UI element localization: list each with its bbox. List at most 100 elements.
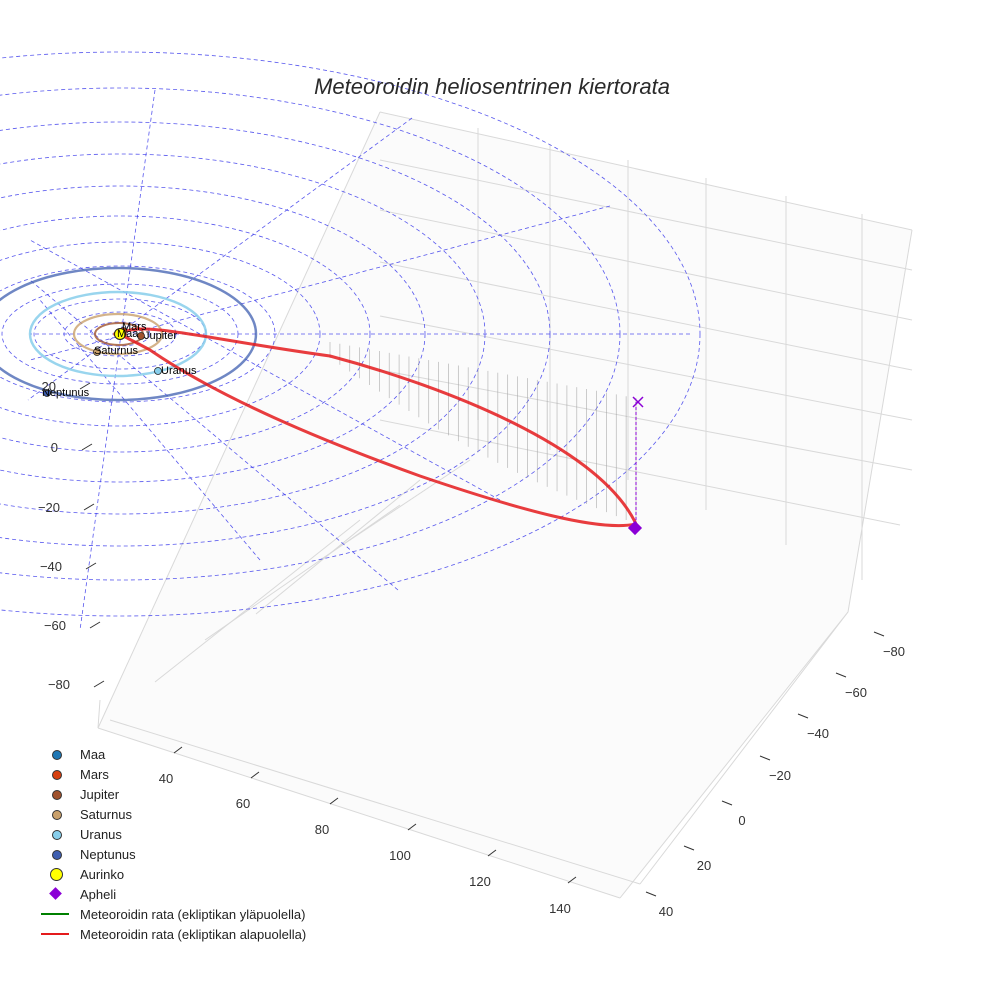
x-tick-label: 120 [469,874,491,889]
legend-item: Meteoroidin rata (ekliptikan alapuolella… [38,924,306,944]
legend-item: Apheli [38,884,306,904]
y-tick-mark [797,713,809,719]
meteoroid-orbit-line [118,327,638,528]
y-tick-mark [873,631,885,637]
legend-symbol [38,784,74,804]
legend-dot-icon [52,790,62,800]
z-tick-mark [81,443,93,451]
planet-saturnus [93,348,101,356]
x-tick-label: 60 [236,796,250,811]
ecliptic-ring [0,185,426,483]
legend-label: Uranus [80,826,122,842]
legend-item: Neptunus [38,844,306,864]
y-tick-mark [721,800,733,806]
ecliptic-ring [1,283,239,385]
legend-dot-icon [52,850,62,860]
legend-item: Mars [38,764,306,784]
grid-line [379,419,901,526]
frame-edge [97,111,381,729]
legend-item: Aurinko [38,864,306,884]
legend-label: Meteoroidin rata (ekliptikan alapuolella… [80,926,307,942]
y-tick-label: −60 [845,685,867,700]
x-tick-label: 140 [549,901,571,916]
z-tick-label: −60 [44,618,66,633]
y-tick-label: −20 [769,768,791,783]
legend-symbol [38,744,74,764]
z-tick-mark [93,680,105,688]
grid-line [109,719,641,885]
planet-label-uranus: Uranus [161,365,197,377]
planet-orbits [0,266,258,402]
z-tick-label: −80 [48,677,70,692]
legend-line-icon [41,933,69,935]
legend-symbol [38,884,74,904]
y-tick-label: −80 [883,644,905,659]
x-tick-label: 40 [159,771,173,786]
ecliptic-ray [29,239,501,501]
neptune-orbit [0,266,258,402]
legend: Maa Mars Jupiter Saturnus Uranus Neptunus Auri… [38,744,306,944]
legend-label: Apheli [80,886,117,902]
planet-label-maa: Maa [117,328,139,340]
y-tick-label: 20 [697,858,711,873]
chart-title: Meteoroidin heliosentrinen kiertorata [314,74,670,99]
x-tick-label: 80 [315,822,329,837]
x-tick-mark [250,771,260,779]
frame-edge [619,611,849,899]
z-tick-label: −40 [40,559,62,574]
grid-line [639,611,849,885]
frame-edge [379,111,913,231]
y-tick-label: −40 [807,726,829,741]
x-tick-mark [487,849,497,857]
grid-line [319,459,471,561]
legend-symbol [38,864,74,884]
z-tick-mark [89,621,101,629]
grid-line [255,479,421,615]
grid-line [154,519,361,683]
legend-symbol [38,844,74,864]
legend-item: Uranus [38,824,306,844]
y-tick-label: 0 [738,813,745,828]
z-tick-mark [83,503,95,511]
sun-marker [114,328,126,340]
legend-dot-icon [52,750,62,760]
legend-symbol [38,924,74,944]
axis-panes [98,112,912,898]
planet-label-neptunus: Neptunus [42,387,90,399]
x-tick-mark [329,797,339,805]
z-tick-label: −20 [38,500,60,515]
z-tick-mark [79,382,91,390]
planet-label-mars: Mars [122,321,147,333]
legend-dot-icon [52,770,62,780]
planet-neptunus [43,389,51,397]
y-tick-mark [645,891,657,897]
legend-symbol [38,904,74,924]
legend-item: Meteoroidin rata (ekliptikan yläpuolella… [38,904,306,924]
legend-item: Saturnus [38,804,306,824]
ecliptic-ring [0,51,701,617]
y-tick-mark [759,755,771,761]
y-tick-mark [835,672,847,678]
legend-symbol [38,764,74,784]
legend-label: Saturnus [80,806,133,822]
planet-label-jupiter: Jupiter [144,330,177,342]
legend-diamond-icon [49,887,62,900]
uranus-orbit [28,290,208,378]
ecliptic-grid [0,51,701,631]
z-tick-label: 0 [51,440,58,455]
frame-edge [97,699,101,729]
legend-label: Maa [80,746,106,762]
grid-line [379,315,913,421]
x-tick-mark [407,823,417,831]
legend-item: Jupiter [38,784,306,804]
aphelion-marker [627,520,643,536]
ecliptic-ray [29,279,399,591]
grid-line [204,504,401,641]
legend-label: Neptunus [80,846,136,862]
legend-symbol [38,824,74,844]
ecliptic-ray [27,117,413,401]
legend-item: Maa [38,744,306,764]
frame-edge [97,727,621,899]
legend-label: Aurinko [80,866,125,882]
